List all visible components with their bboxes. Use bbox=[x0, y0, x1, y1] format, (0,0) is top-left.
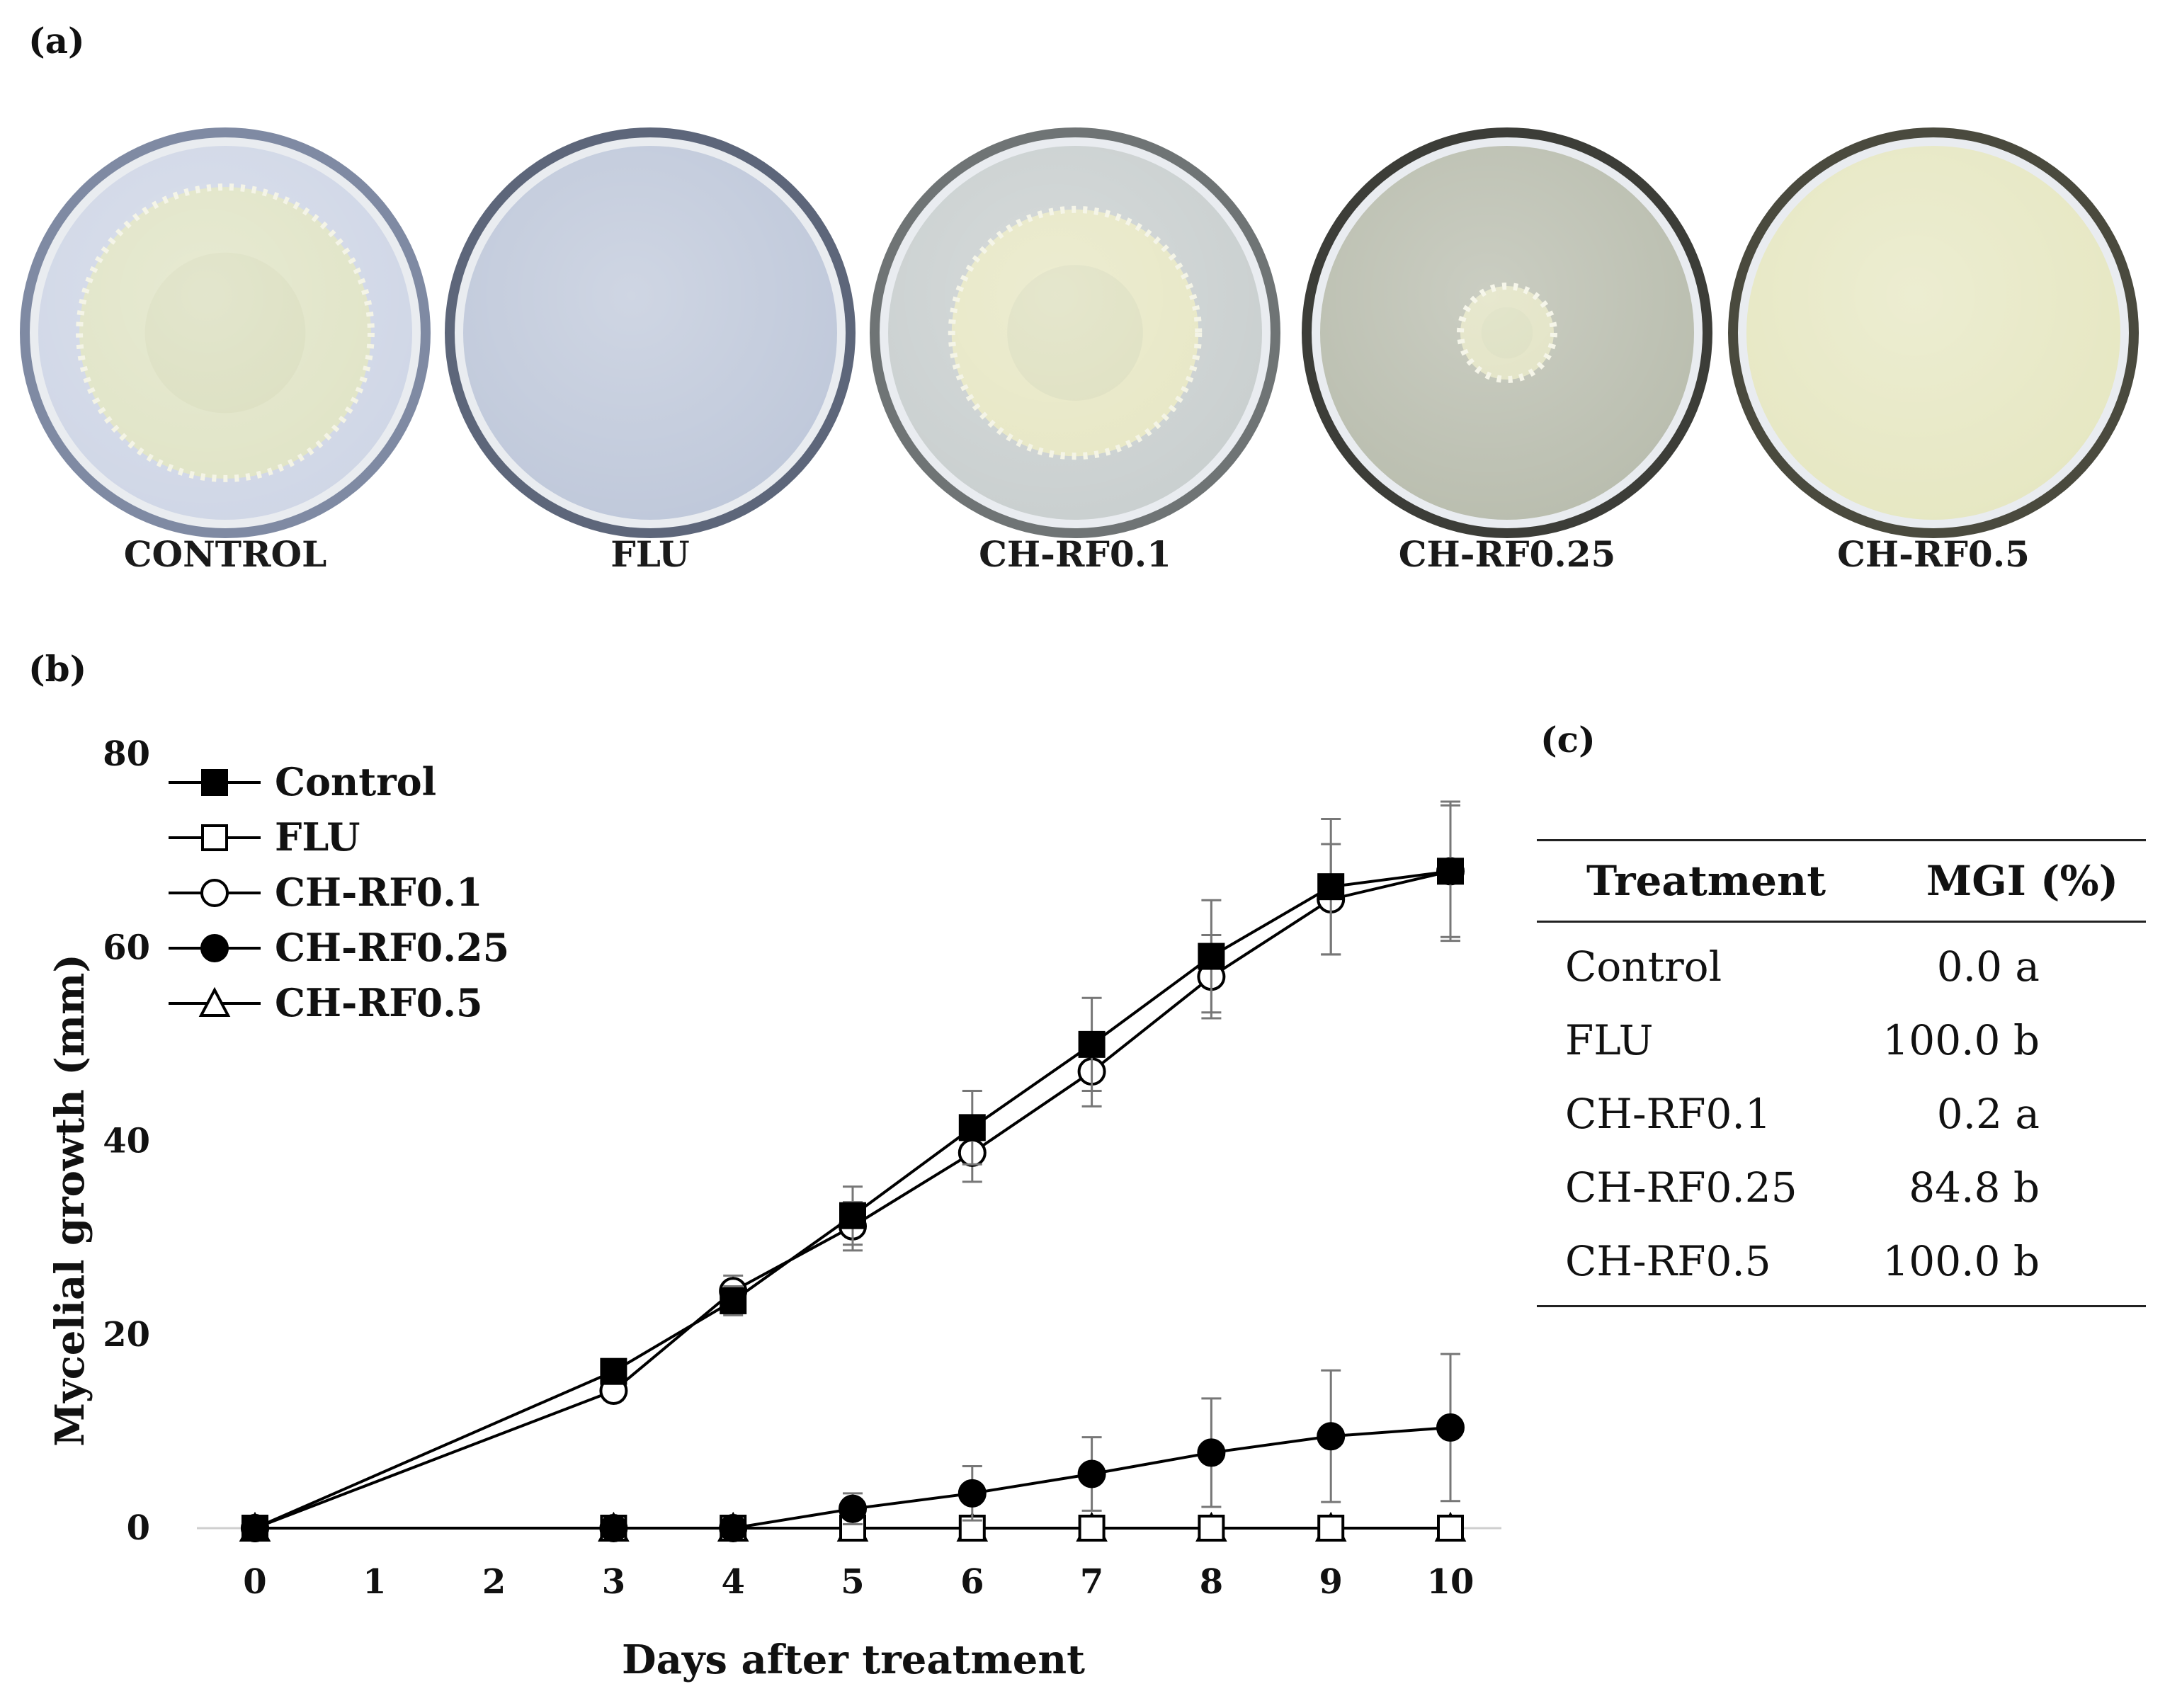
data-point bbox=[1197, 1438, 1226, 1467]
legend-marker bbox=[201, 769, 228, 796]
legend-label: CH-RF0.25 bbox=[275, 925, 509, 970]
petri-dish: CH-RF0.1 bbox=[870, 127, 1280, 575]
data-point bbox=[1078, 1515, 1106, 1542]
table-row: Control 0.0 a bbox=[1537, 930, 2146, 1003]
data-point bbox=[1437, 1515, 1464, 1542]
x-tick-label: 6 bbox=[960, 1562, 984, 1602]
legend-marker bbox=[201, 824, 228, 851]
table-row: CH-RF0.25 84.8 b bbox=[1537, 1151, 2146, 1224]
petri-dish: FLU bbox=[445, 127, 856, 575]
x-tick-label: 9 bbox=[1319, 1562, 1342, 1602]
mgi-cell: 0.2 a bbox=[1936, 1090, 2040, 1138]
treatment-cell: CH-RF0.5 bbox=[1565, 1237, 1771, 1285]
table-row: FLU 100.0 b bbox=[1537, 1003, 2146, 1077]
mgi-cell: 100.0 b bbox=[1882, 1237, 2040, 1285]
dish-highlight bbox=[888, 146, 1262, 520]
legend-entry: CH-RF0.25 bbox=[169, 925, 509, 970]
legend-label: FLU bbox=[275, 814, 360, 860]
data-point bbox=[958, 1479, 987, 1508]
header-mgi: MGI (%) bbox=[1926, 857, 2119, 905]
legend-entry: CH-RF0.1 bbox=[169, 870, 483, 915]
dish-highlight bbox=[1746, 146, 2120, 520]
x-tick-label: 7 bbox=[1080, 1562, 1103, 1602]
data-point bbox=[241, 1515, 268, 1542]
treatment-cell: CH-RF0.1 bbox=[1565, 1090, 1771, 1138]
table-body: Control 0.0 a FLU 100.0 b CH-RF0.1 0.2 a… bbox=[1537, 923, 2146, 1305]
dish-label: CH-RF0.1 bbox=[979, 533, 1171, 575]
mgi-table: Treatment MGI (%) Control 0.0 a FLU 100.… bbox=[1537, 839, 2146, 1307]
x-tick-label: 4 bbox=[721, 1562, 744, 1602]
legend-marker bbox=[198, 986, 231, 1017]
data-point bbox=[958, 1114, 986, 1141]
data-point bbox=[1436, 1413, 1465, 1442]
table-mid-rule bbox=[1537, 921, 2146, 923]
y-axis-title: Mycelial growth (mm) bbox=[47, 954, 93, 1447]
data-point bbox=[1198, 943, 1225, 970]
x-tick-label: 2 bbox=[482, 1562, 506, 1602]
dish-highlight bbox=[463, 146, 837, 520]
dish-label: FLU bbox=[610, 533, 690, 575]
petri-dish-row: CONTROL FLU CH-RF0.1 CH-RF0.25 CH-RF0.5 bbox=[20, 127, 2139, 575]
x-tick-label: 1 bbox=[363, 1562, 386, 1602]
petri-dish: CH-RF0.25 bbox=[1302, 127, 1712, 575]
mgi-cell: 100.0 b bbox=[1882, 1016, 2040, 1064]
y-tick-label: 0 bbox=[127, 1508, 150, 1548]
data-point bbox=[1317, 1422, 1346, 1451]
data-point bbox=[1317, 873, 1345, 901]
table-top-rule bbox=[1537, 839, 2146, 841]
x-axis-title: Days after treatment bbox=[622, 1636, 1085, 1683]
header-treatment: Treatment bbox=[1586, 857, 1826, 905]
y-tick-label: 80 bbox=[103, 734, 150, 774]
data-point bbox=[1198, 1515, 1225, 1542]
x-tick-label: 10 bbox=[1427, 1562, 1474, 1602]
dish-label: CH-RF0.25 bbox=[1399, 533, 1616, 575]
x-tick-label: 5 bbox=[841, 1562, 864, 1602]
table-row: CH-RF0.1 0.2 a bbox=[1537, 1077, 2146, 1151]
legend-label: Control bbox=[275, 759, 436, 804]
data-point bbox=[600, 1357, 627, 1385]
y-tick-label: 60 bbox=[103, 928, 150, 967]
legend-entry: Control bbox=[169, 759, 436, 804]
dish-label: CONTROL bbox=[124, 533, 327, 575]
legend-marker bbox=[200, 934, 229, 962]
data-point bbox=[1078, 1030, 1106, 1058]
dish-highlight bbox=[38, 146, 412, 520]
mgi-cell: 0.0 a bbox=[1936, 943, 2040, 991]
data-point bbox=[719, 1514, 748, 1542]
table-row: CH-RF0.5 100.0 b bbox=[1537, 1224, 2146, 1298]
table-bottom-rule bbox=[1537, 1305, 2146, 1307]
petri-dish: CH-RF0.5 bbox=[1728, 127, 2139, 575]
panel-c-label: (c) bbox=[1540, 719, 1596, 761]
dish-highlight bbox=[1320, 146, 1694, 520]
petri-dish: CONTROL bbox=[20, 127, 431, 575]
panel-b-label: (b) bbox=[28, 648, 87, 690]
mgi-cell: 84.8 b bbox=[1909, 1163, 2040, 1212]
y-tick-label: 20 bbox=[103, 1315, 150, 1355]
legend-entry: FLU bbox=[169, 814, 360, 860]
treatment-cell: CH-RF0.25 bbox=[1565, 1163, 1797, 1212]
table-header-row: Treatment MGI (%) bbox=[1537, 841, 2146, 921]
x-tick-label: 3 bbox=[602, 1562, 625, 1602]
data-point bbox=[599, 1514, 628, 1542]
data-point bbox=[1317, 1515, 1345, 1542]
series-control bbox=[241, 800, 1464, 1542]
dish-label: CH-RF0.5 bbox=[1837, 533, 2030, 575]
legend-label: CH-RF0.1 bbox=[275, 870, 483, 915]
x-tick-label: 0 bbox=[243, 1562, 266, 1602]
growth-chart: 0 20 40 60 80 0 1 2 3 4 5 6 7 8 9 10 Control FLU CH-RF0.1… bbox=[47, 734, 1501, 1683]
legend-entry: CH-RF0.5 bbox=[169, 980, 483, 1025]
series-ch-rf0-25 bbox=[241, 1353, 1465, 1542]
data-point bbox=[1077, 1459, 1106, 1488]
data-point bbox=[839, 1202, 866, 1229]
panel-a-label: (a) bbox=[28, 20, 85, 62]
data-point bbox=[1437, 858, 1464, 885]
treatment-cell: FLU bbox=[1565, 1016, 1654, 1064]
treatment-cell: Control bbox=[1565, 943, 1722, 991]
legend-label: CH-RF0.5 bbox=[275, 980, 483, 1025]
data-point bbox=[720, 1287, 747, 1314]
y-tick-label: 40 bbox=[103, 1122, 150, 1161]
x-tick-label: 8 bbox=[1200, 1562, 1223, 1602]
data-point bbox=[839, 1494, 867, 1523]
legend-marker bbox=[200, 879, 229, 907]
